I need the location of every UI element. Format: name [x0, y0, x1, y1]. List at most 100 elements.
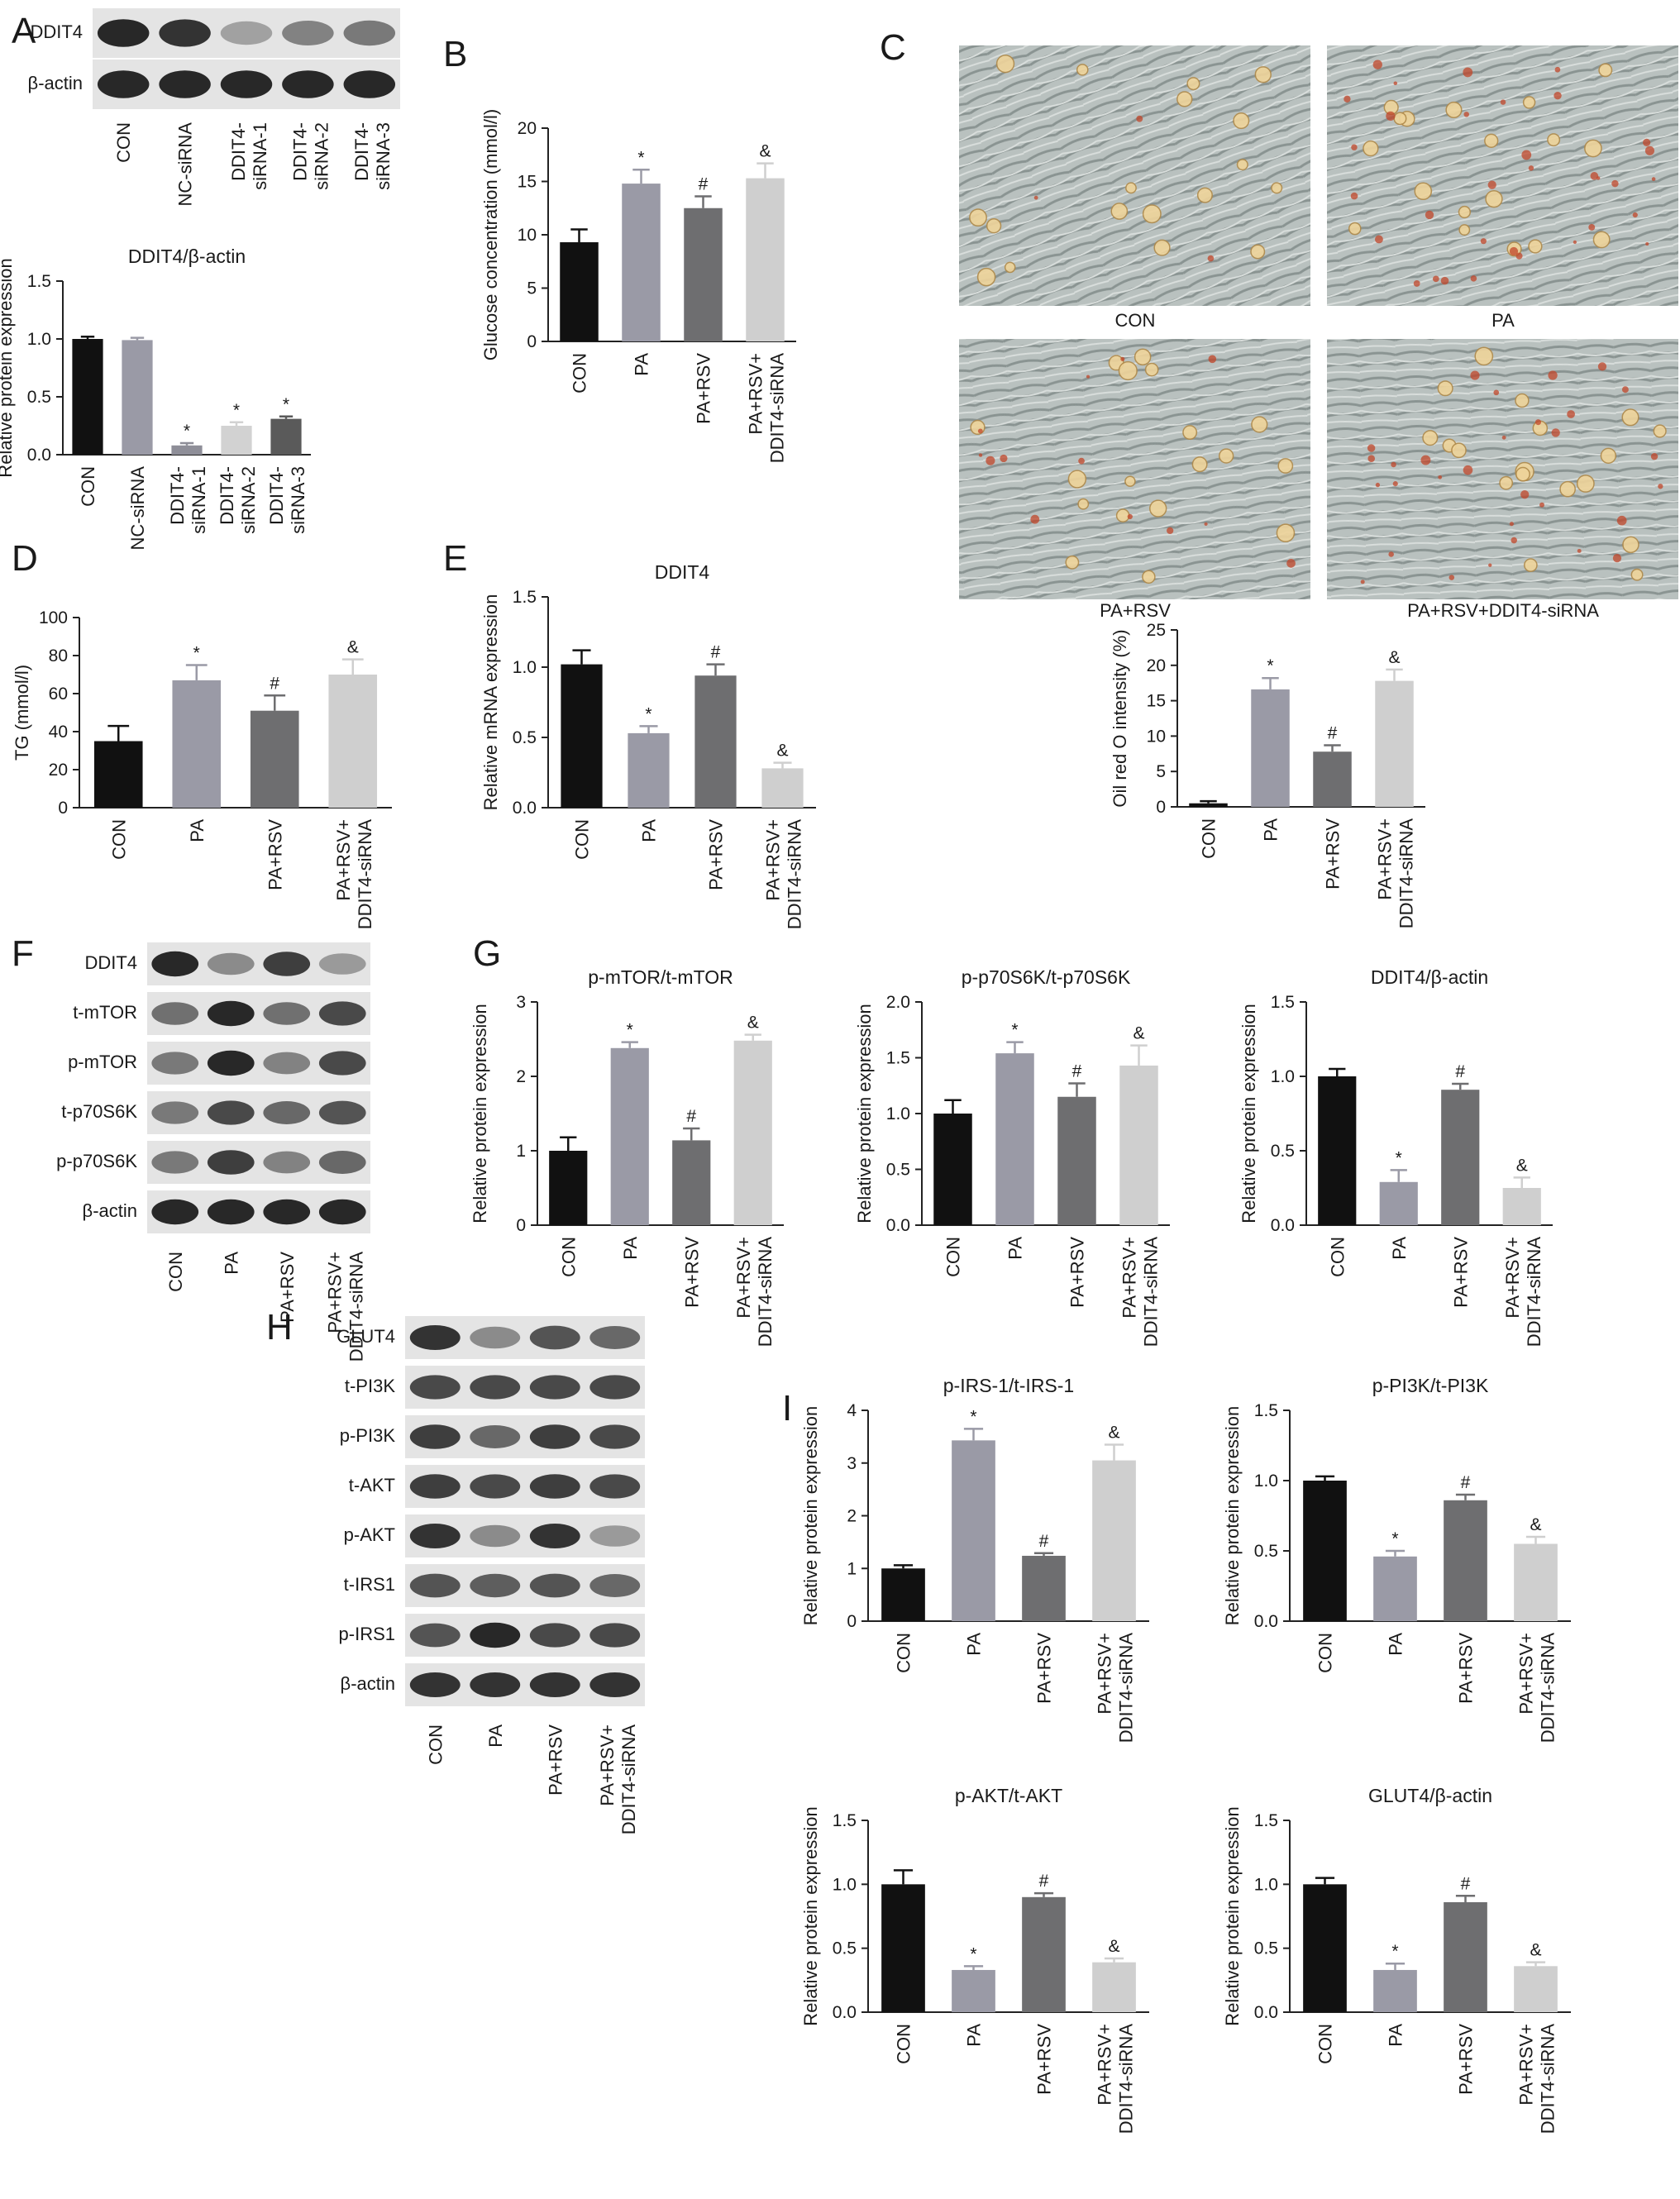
cell-droplet	[1250, 244, 1266, 260]
blot-band	[343, 20, 396, 46]
significance-mark: &	[1388, 648, 1400, 667]
oil-red-stain	[1528, 165, 1534, 171]
bar	[1022, 1896, 1066, 2012]
oil-red-stain	[1611, 179, 1619, 188]
oil-red-stain	[1487, 180, 1496, 189]
oil-red-stain	[1554, 66, 1561, 73]
bar	[93, 741, 143, 808]
oil-red-stain	[1136, 115, 1143, 122]
blot-band	[409, 1623, 461, 1648]
bar-chart-I1-chart: 0 1 2 3 4 Relative protein expression p-IRS-1/…	[800, 1375, 1149, 1743]
significance-mark: #	[1461, 1874, 1471, 1893]
significance-mark: #	[699, 175, 709, 194]
oil-red-stain	[1493, 389, 1500, 396]
y-tick-label: 15	[1147, 692, 1166, 711]
blot-band	[470, 1622, 521, 1648]
blot-band	[470, 1474, 521, 1499]
oil-red-stain	[1588, 223, 1596, 231]
blot-band	[409, 1474, 461, 1499]
blot-lane-label: DDIT4-siRNA-1	[228, 122, 270, 190]
category-label: PA+RSV+DDIT4-siRNA	[763, 819, 805, 930]
oil-red-stain	[1658, 484, 1663, 489]
bar-chart-B-chart: 0 5 10 15 20 Glucose concentration (mmol/l) CO…	[480, 109, 796, 463]
oil-red-stain	[1509, 522, 1514, 527]
category-label: PA+RSV	[1323, 818, 1344, 890]
y-tick-label: 1.0	[513, 658, 537, 677]
bar	[1251, 689, 1290, 807]
bar	[952, 1440, 995, 1621]
oil-red-stain	[1375, 482, 1381, 488]
cell-droplet	[1144, 362, 1159, 377]
oil-red-stain	[1030, 514, 1040, 524]
blot-band	[529, 1474, 580, 1499]
y-tick-label: 0.5	[27, 388, 51, 407]
oil-red-stain	[1596, 176, 1601, 180]
category-label: PA+RSV+DDIT4-siRNA	[1095, 2024, 1137, 2135]
significance-mark: *	[970, 1944, 976, 1963]
y-tick-label: 0.0	[1271, 1216, 1295, 1235]
cell-droplet	[1598, 63, 1613, 78]
blot-lane-label: PA+RSV	[277, 1252, 298, 1323]
y-tick-label: 0.5	[886, 1161, 910, 1180]
blot-band	[589, 1574, 641, 1597]
chart-title: p-AKT/t-AKT	[955, 1785, 1062, 1806]
y-tick-label: 1	[516, 1142, 526, 1161]
bar	[746, 178, 785, 341]
significance-mark: #	[1039, 1872, 1049, 1891]
y-tick-label: 3	[516, 993, 526, 1012]
bar	[1119, 1065, 1158, 1225]
blot-band	[470, 1425, 521, 1448]
y-tick-label: 0.5	[1254, 1542, 1278, 1561]
micrograph-3: PA+RSV	[959, 339, 1310, 621]
y-tick-label: 1	[847, 1559, 857, 1578]
category-label: PA+RSV+DDIT4-siRNA	[1375, 818, 1417, 929]
oil-red-stain	[1351, 144, 1358, 150]
category-label: PA	[1386, 2024, 1406, 2047]
bar	[122, 340, 153, 455]
category-label: CON	[572, 819, 593, 860]
cell-droplet	[1254, 66, 1272, 83]
oil-red-stain	[1167, 527, 1174, 535]
cell-droplet	[1484, 133, 1499, 148]
oil-red-stain	[986, 456, 995, 465]
cell-droplet	[1485, 189, 1503, 208]
oil-red-stain	[1432, 275, 1439, 283]
y-tick-label: 60	[49, 685, 68, 704]
blot-band	[151, 1199, 199, 1225]
blot-band	[159, 19, 211, 47]
chart-title: p-PI3K/t-PI3K	[1372, 1375, 1489, 1396]
blot-band	[589, 1326, 641, 1349]
blot-lane-label: PA+RSV	[545, 1724, 566, 1796]
bar	[1375, 680, 1414, 807]
significance-mark: *	[1391, 1529, 1398, 1548]
oil-red-stain	[1393, 81, 1398, 85]
y-axis-label: Relative protein expression	[854, 1004, 875, 1223]
y-tick-label: 1.0	[27, 330, 51, 349]
blot-band	[529, 1672, 580, 1697]
significance-mark: *	[637, 148, 644, 167]
oil-red-stain	[1501, 435, 1506, 440]
blot-lane-label: PA+RSV+DDIT4-siRNA	[324, 1252, 366, 1362]
y-axis-label: Relative protein expression	[1239, 1004, 1259, 1223]
bar	[1313, 751, 1352, 807]
category-label: PA+RSV+DDIT4-siRNA	[333, 819, 375, 930]
blot-row-label: DDIT4	[30, 21, 83, 42]
significance-mark: &	[347, 638, 359, 657]
cell-droplet	[986, 217, 1002, 234]
y-tick-label: 0.5	[513, 728, 537, 747]
oil-red-stain	[1521, 150, 1532, 160]
bar	[270, 418, 302, 455]
category-label: PA+RSV	[1034, 2024, 1055, 2095]
western-blot-H: GLUT4 t-PI3K p-PI3K t-AKT p-AKT t-IRS1 p-IRS1 β…	[336, 1316, 645, 1834]
bar	[694, 675, 737, 808]
y-tick-label: 1.0	[886, 1104, 910, 1123]
bar	[1318, 1076, 1357, 1225]
cell-droplet	[1451, 442, 1467, 459]
blot-row-label: DDIT4	[84, 952, 137, 973]
bar	[672, 1140, 711, 1225]
category-label: CON	[894, 2024, 914, 2064]
bar	[1379, 1181, 1418, 1225]
y-tick-label: 20	[1147, 656, 1166, 675]
oil-red-stain	[1463, 67, 1473, 78]
oil-red-stain	[1520, 490, 1530, 499]
